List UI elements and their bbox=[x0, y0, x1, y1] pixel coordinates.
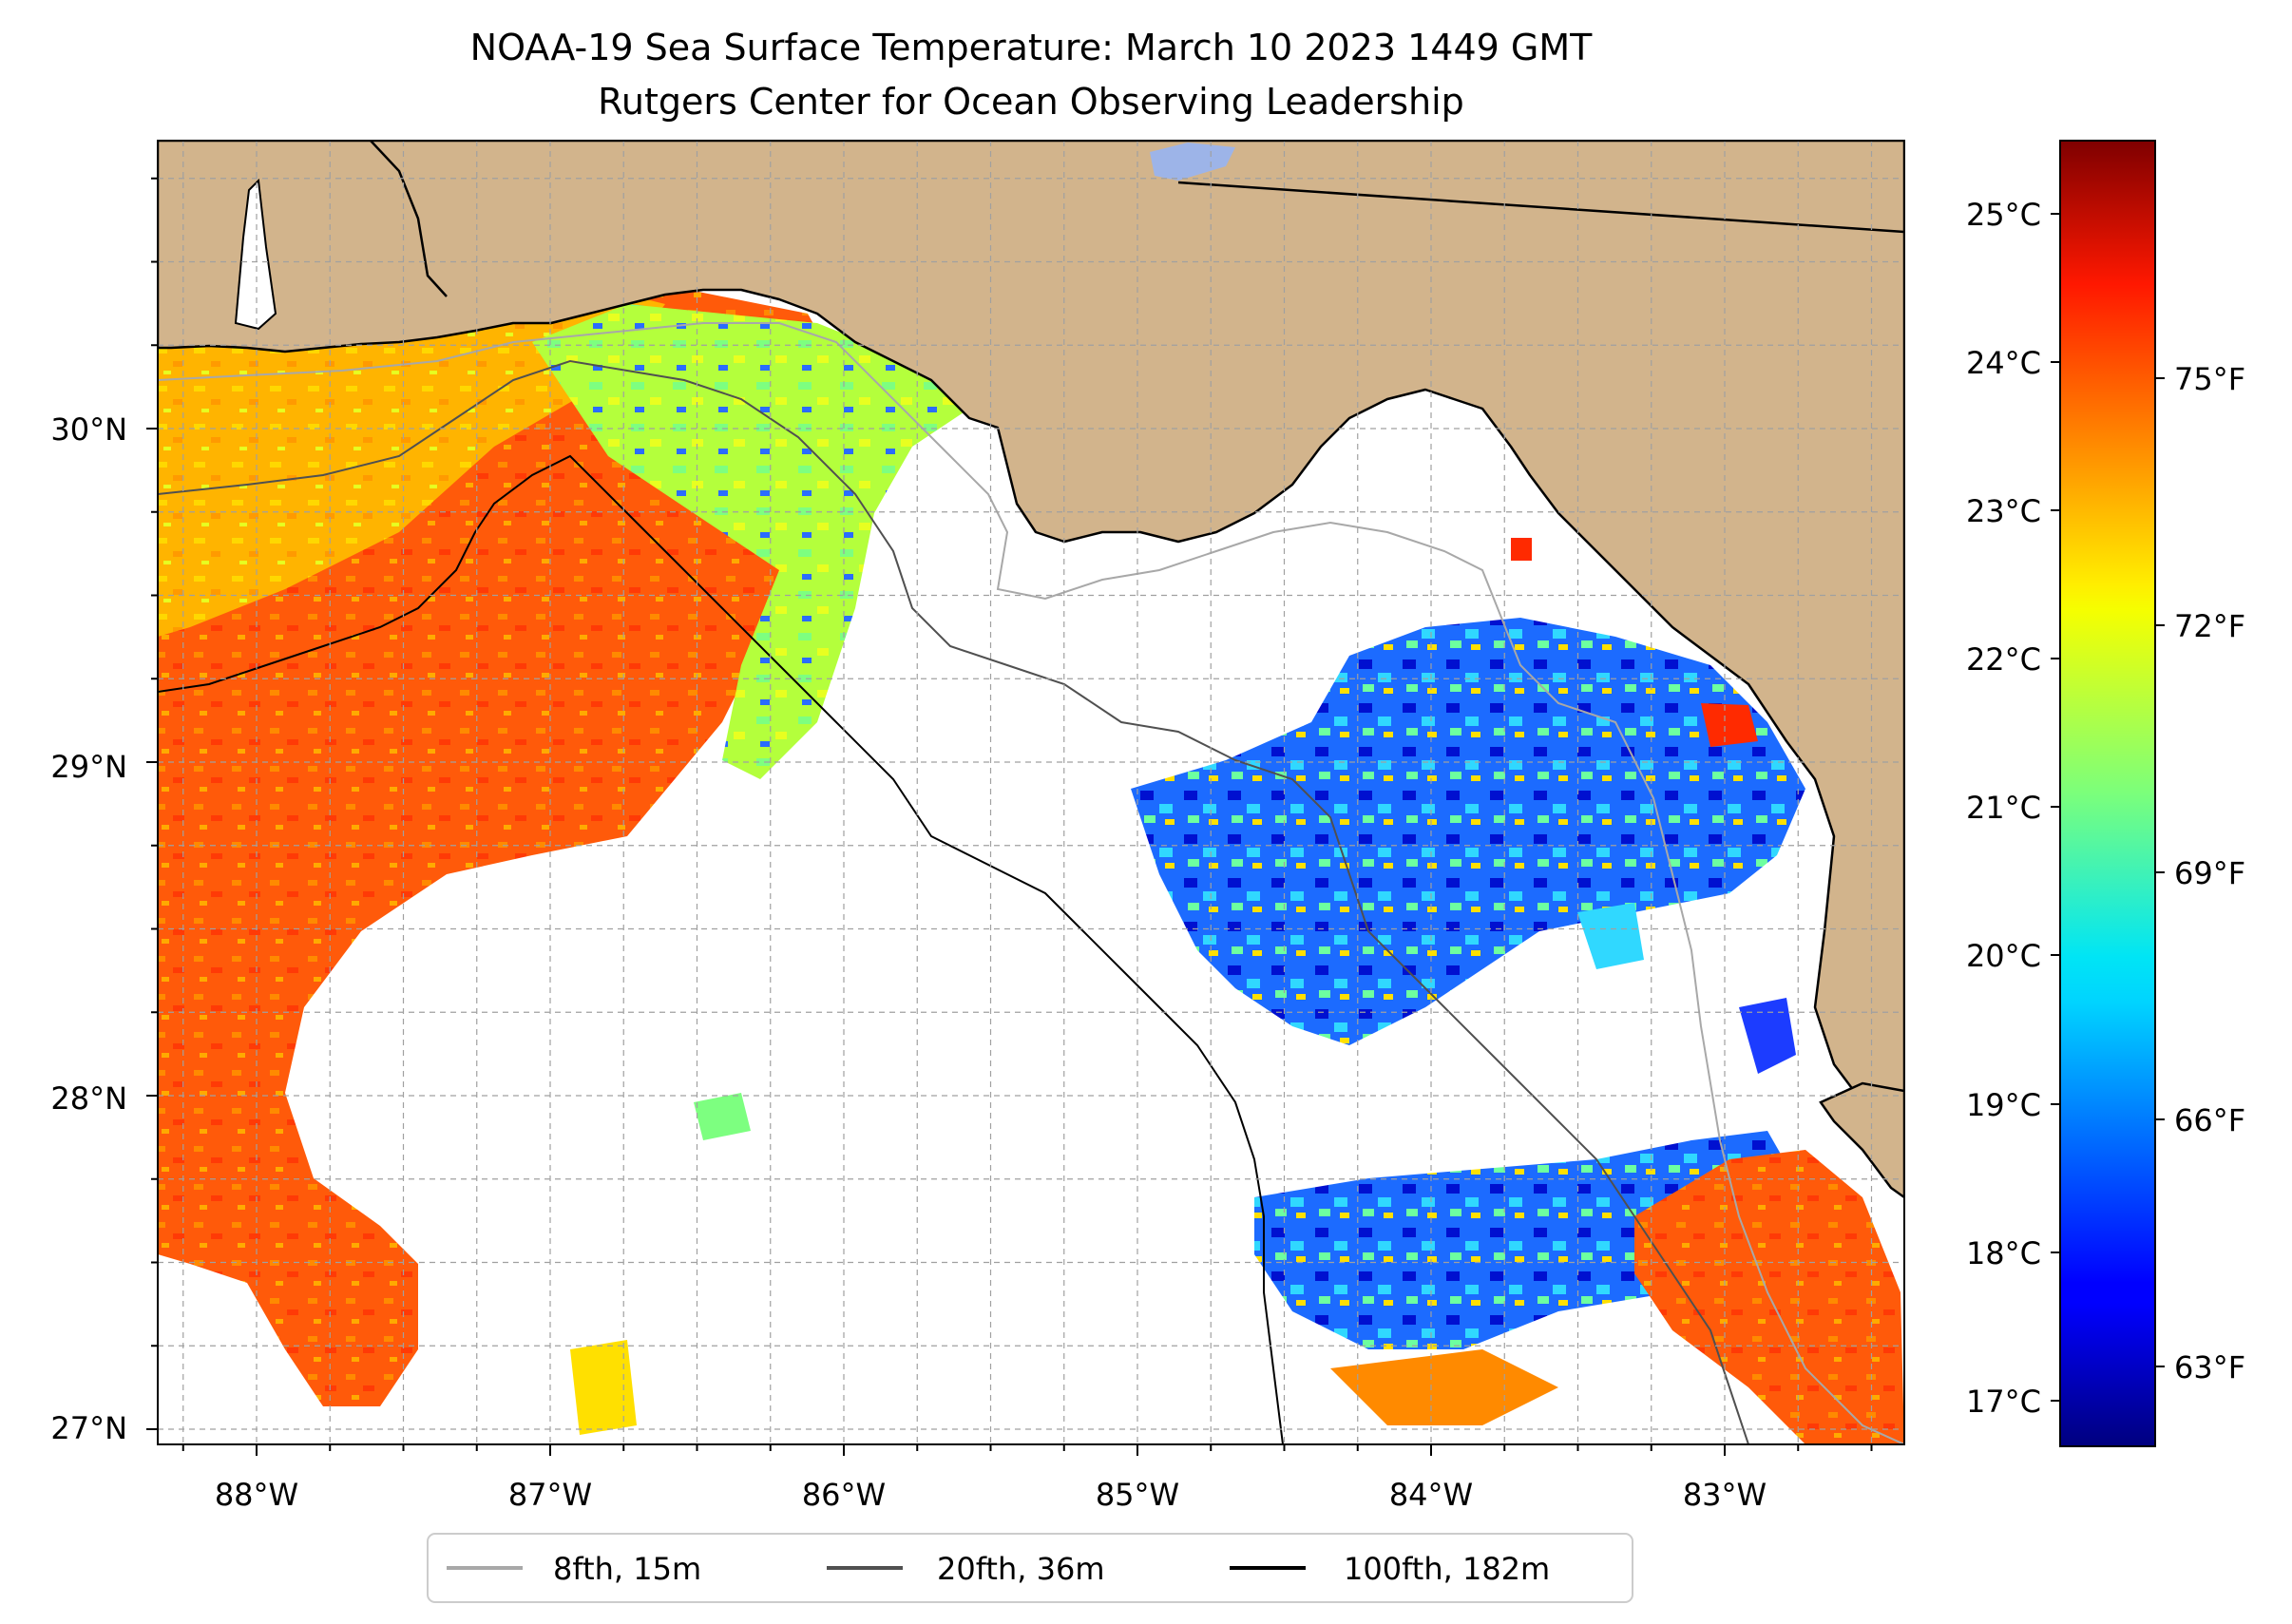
sst-cool-spot-fragment bbox=[1577, 903, 1644, 969]
colorbar-fahrenheit-ticks bbox=[2155, 377, 2165, 1367]
sst-yellow-band-coast bbox=[158, 290, 665, 637]
legend-label-100fth: 100fth, 182m bbox=[1344, 1551, 1550, 1587]
cbar-f-69: 69°F bbox=[2174, 855, 2245, 891]
lat-label-29n: 29°N bbox=[50, 749, 127, 785]
sst-green-mid-shelf bbox=[532, 304, 969, 779]
cbar-c-23: 23°C bbox=[1966, 493, 2041, 529]
cbar-c-21: 21°C bbox=[1966, 790, 2041, 826]
lon-label-84w: 84°W bbox=[1389, 1477, 1473, 1513]
map-title-line1: NOAA-19 Sea Surface Temperature: March 1… bbox=[470, 27, 1593, 68]
legend-box bbox=[427, 1533, 1633, 1603]
sst-warm-spot-apalachee bbox=[1511, 538, 1532, 561]
contour-8fth-15m bbox=[158, 322, 1904, 1444]
sst-green-spot-south bbox=[694, 1093, 751, 1140]
cbar-c-20: 20°C bbox=[1966, 938, 2041, 974]
land-florida-peninsula-west bbox=[1819, 1081, 1904, 1199]
state-border-northwest bbox=[370, 141, 448, 297]
cbar-f-66: 66°F bbox=[2174, 1102, 2245, 1138]
longitude-labels: 88°W 87°W 86°W 85°W 84°W 83°W bbox=[215, 1477, 1767, 1513]
cbar-c-24: 24°C bbox=[1966, 345, 2041, 381]
lon-label-83w: 83°W bbox=[1683, 1477, 1767, 1513]
cbar-c-22: 22°C bbox=[1966, 641, 2041, 678]
cbar-c-18: 18°C bbox=[1966, 1235, 2041, 1271]
lake-water bbox=[1150, 143, 1235, 181]
lon-label-88w: 88°W bbox=[215, 1477, 298, 1513]
land-mass bbox=[158, 141, 1904, 1142]
colorbar-gradient bbox=[2059, 140, 2156, 1447]
cbar-f-75: 75°F bbox=[2174, 361, 2245, 397]
colorbar-celsius-labels: 25°C 24°C 23°C 22°C 21°C 20°C 19°C 18°C … bbox=[1966, 197, 2041, 1420]
sst-cool-south bbox=[1254, 1131, 1805, 1349]
cbar-f-63: 63°F bbox=[2174, 1349, 2245, 1385]
colorbar: 25°C 24°C 23°C 22°C 21°C 20°C 19°C 18°C … bbox=[1966, 140, 2245, 1447]
lat-label-28n: 28°N bbox=[50, 1080, 127, 1117]
map-plot-area bbox=[158, 141, 1904, 1444]
cbar-c-19: 19°C bbox=[1966, 1087, 2041, 1123]
land-mobile-bay-inlet bbox=[234, 178, 277, 331]
legend-label-20fth: 20fth, 36m bbox=[937, 1551, 1104, 1587]
contour-100fth-182m bbox=[158, 454, 1284, 1444]
colorbar-fahrenheit-labels: 75°F 72°F 69°F 66°F 63°F bbox=[2174, 361, 2245, 1385]
contour-20fth-36m bbox=[158, 359, 1749, 1444]
map-gridlines bbox=[158, 141, 1904, 1444]
lon-label-85w: 85°W bbox=[1096, 1477, 1179, 1513]
contour-legend: 8fth, 15m 20fth, 36m 100fth, 182m bbox=[427, 1533, 1633, 1603]
sst-cool-big-bend bbox=[1131, 618, 1805, 1045]
lon-label-87w: 87°W bbox=[508, 1477, 592, 1513]
sst-yellow-spot-offshore bbox=[570, 1340, 637, 1435]
cbar-c-25: 25°C bbox=[1966, 197, 2041, 233]
cbar-c-17: 17°C bbox=[1966, 1384, 2041, 1420]
lat-label-30n: 30°N bbox=[50, 411, 127, 448]
latitude-labels: 30°N 29°N 28°N 27°N bbox=[50, 411, 127, 1446]
sst-cool-spot-northeast bbox=[1739, 998, 1796, 1074]
legend-label-8fth: 8fth, 15m bbox=[553, 1551, 701, 1587]
map-frame bbox=[157, 140, 1905, 1445]
lon-label-86w: 86°W bbox=[802, 1477, 886, 1513]
axis-ticks bbox=[146, 177, 1873, 1456]
cbar-f-72: 72°F bbox=[2174, 608, 2245, 644]
sst-warm-spot-east bbox=[1701, 703, 1758, 747]
colorbar-celsius-ticks bbox=[2051, 213, 2060, 1402]
sst-warm-tail-south bbox=[1330, 1349, 1558, 1425]
lat-label-27n: 27°N bbox=[50, 1410, 127, 1446]
state-border-line bbox=[1177, 181, 1904, 234]
map-title-line2: Rutgers Center for Ocean Observing Leade… bbox=[598, 81, 1464, 123]
